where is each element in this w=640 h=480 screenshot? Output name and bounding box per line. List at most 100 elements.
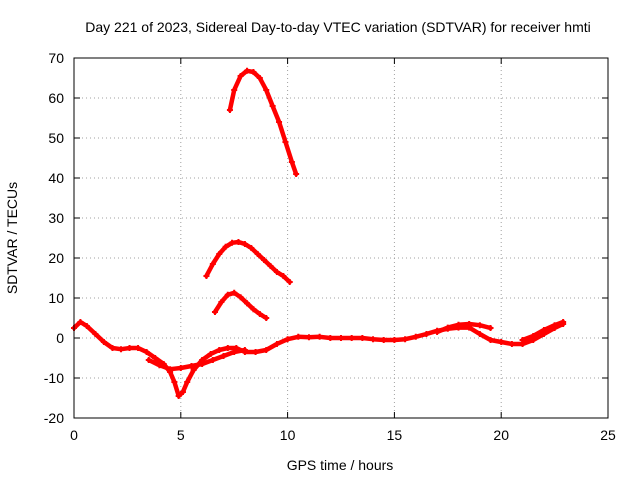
data-point xyxy=(391,337,398,343)
y-tick-label: 30 xyxy=(48,210,64,226)
data-point xyxy=(207,351,214,357)
data-point xyxy=(267,263,274,269)
data-point xyxy=(276,119,283,125)
data-point xyxy=(263,315,270,321)
data-point xyxy=(209,261,216,267)
y-tick-label: 60 xyxy=(48,90,64,106)
data-point xyxy=(175,393,182,399)
data-point xyxy=(126,345,133,351)
x-tick-label: 0 xyxy=(70,427,78,443)
data-point xyxy=(254,251,261,257)
data-point xyxy=(359,335,366,341)
data-point xyxy=(560,319,567,325)
grid xyxy=(74,58,608,418)
data-point xyxy=(250,69,257,75)
data-point xyxy=(348,335,355,341)
data-point xyxy=(248,245,255,251)
data-point xyxy=(237,73,244,79)
x-tick-label: 15 xyxy=(387,427,403,443)
data-point xyxy=(92,331,99,337)
data-point xyxy=(216,251,223,257)
data-point xyxy=(171,379,178,385)
data-point xyxy=(179,389,186,395)
data-point xyxy=(284,336,291,343)
data-point xyxy=(244,300,251,307)
data-point xyxy=(476,331,483,337)
axis-ticks: 0 5 10 15 20 25 -20 -10 0 10 20 30 40 50 60 70 xyxy=(44,50,616,443)
data-point xyxy=(83,323,90,329)
data-point xyxy=(224,345,231,351)
series-trace-b xyxy=(204,239,292,285)
data-point xyxy=(100,339,107,345)
data-point xyxy=(231,349,238,355)
data-point xyxy=(203,273,210,279)
y-tick-label: 40 xyxy=(48,170,64,186)
data-point xyxy=(273,341,280,347)
data-point xyxy=(256,75,263,81)
data-point xyxy=(423,331,430,337)
y-axis-label: SDTVAR / TECUs xyxy=(4,182,20,294)
data-point xyxy=(293,171,300,177)
data-point xyxy=(508,341,515,347)
x-tick-label: 10 xyxy=(280,427,296,443)
data-point xyxy=(498,339,505,345)
data-point xyxy=(135,345,142,351)
data-point xyxy=(145,357,152,363)
data-point xyxy=(295,333,302,340)
data-point xyxy=(222,243,229,250)
data-point xyxy=(216,347,223,353)
data-point xyxy=(261,257,268,263)
data-point xyxy=(218,299,225,305)
data-point xyxy=(412,333,419,340)
data-point xyxy=(252,349,259,355)
data-point xyxy=(231,87,238,93)
series-trace-e xyxy=(146,347,248,372)
data-point xyxy=(109,345,116,351)
data-point xyxy=(241,347,248,353)
plot-area xyxy=(71,67,567,399)
data-point xyxy=(444,324,451,331)
chart-title: Day 221 of 2023, Sidereal Day-to-day VTE… xyxy=(85,19,591,35)
x-tick-label: 20 xyxy=(493,427,509,443)
data-point xyxy=(199,361,206,367)
data-point xyxy=(156,362,163,369)
data-point xyxy=(540,327,547,333)
data-point xyxy=(487,325,494,331)
data-point xyxy=(530,333,537,339)
y-tick-label: -20 xyxy=(44,410,64,426)
y-tick-label: -10 xyxy=(44,370,64,386)
data-point xyxy=(220,353,227,359)
y-tick-label: 10 xyxy=(48,290,64,306)
data-point xyxy=(241,241,248,247)
x-tick-label: 5 xyxy=(177,427,185,443)
y-tick-label: 0 xyxy=(56,330,64,346)
data-point xyxy=(327,335,334,341)
data-point xyxy=(434,329,441,335)
data-point xyxy=(476,322,483,329)
data-point xyxy=(280,273,287,279)
data-point xyxy=(305,334,312,341)
data-point xyxy=(229,239,236,246)
data-point xyxy=(143,349,150,355)
data-point xyxy=(184,379,191,385)
data-point xyxy=(209,357,216,363)
data-point xyxy=(263,87,270,93)
data-point xyxy=(402,336,409,343)
data-point xyxy=(286,279,293,285)
data-point xyxy=(256,311,263,317)
data-point xyxy=(224,291,231,298)
data-point xyxy=(250,306,257,313)
y-tick-label: 70 xyxy=(48,50,64,66)
data-point xyxy=(551,322,558,329)
data-point xyxy=(466,321,473,327)
data-point xyxy=(188,363,195,369)
data-point xyxy=(226,107,233,113)
data-point xyxy=(487,337,494,343)
data-point xyxy=(263,347,270,353)
data-point xyxy=(338,335,344,341)
data-point xyxy=(282,139,289,145)
data-point xyxy=(117,346,124,353)
data-point xyxy=(316,333,323,340)
data-point xyxy=(370,336,377,343)
